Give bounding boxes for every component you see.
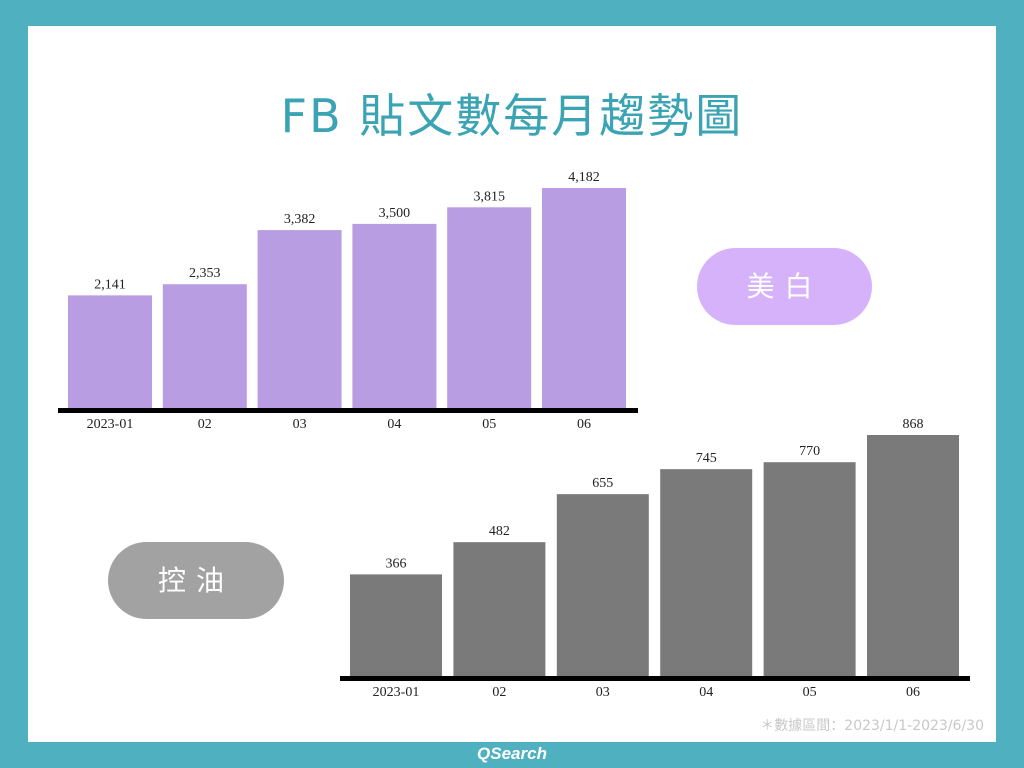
page-title: FB 貼文數每月趨勢圖 xyxy=(280,89,744,143)
bar xyxy=(350,574,442,676)
oil-control-badge: 控油 xyxy=(108,542,284,619)
x-tick-label: 03 xyxy=(293,417,307,432)
bar-value-label: 3,500 xyxy=(379,206,411,221)
bar xyxy=(162,284,247,408)
x-tick-label: 06 xyxy=(906,685,920,700)
bar-value-label: 3,382 xyxy=(284,212,316,227)
x-tick-label: 05 xyxy=(482,417,496,432)
x-tick-label: 02 xyxy=(198,417,212,432)
whitening-badge: 美白 xyxy=(697,248,872,325)
bar xyxy=(352,223,437,408)
bar-value-label: 3,815 xyxy=(473,189,505,204)
bar xyxy=(68,295,152,408)
bar xyxy=(447,207,532,408)
bar-value-label: 2,141 xyxy=(94,277,126,292)
bar xyxy=(660,469,753,676)
x-axis-line xyxy=(340,676,970,681)
bar xyxy=(453,542,546,676)
bar xyxy=(556,494,649,676)
bar-value-label: 868 xyxy=(903,417,924,432)
bar xyxy=(867,435,959,676)
bar-value-label: 770 xyxy=(799,444,820,459)
x-tick-label: 06 xyxy=(577,417,591,432)
whitening-chart: 2,141 2023-01 2,353 02 3,382 03 3,500 04 3,815 05… xyxy=(58,170,638,432)
brand-logo-text: QSearch xyxy=(477,744,547,763)
bar xyxy=(763,462,856,676)
bar-value-label: 366 xyxy=(386,556,407,571)
bar xyxy=(542,188,626,408)
bar-value-label: 2,353 xyxy=(189,266,221,281)
x-tick-label: 04 xyxy=(387,417,401,432)
bar xyxy=(257,230,342,408)
oil-control-chart: 366 2023-01 482 02 655 03 745 04 770 05 868 06 xyxy=(340,417,970,700)
x-tick-label: 05 xyxy=(803,685,817,700)
x-tick-label: 2023-01 xyxy=(373,685,420,700)
bar-value-label: 745 xyxy=(696,451,717,466)
bar-value-label: 655 xyxy=(592,476,613,491)
x-tick-label: 03 xyxy=(596,685,610,700)
x-tick-label: 02 xyxy=(492,685,506,700)
x-tick-label: 2023-01 xyxy=(87,417,134,432)
bar-value-label: 4,182 xyxy=(568,170,600,185)
x-axis-line xyxy=(58,408,638,413)
x-tick-label: 04 xyxy=(699,685,713,700)
bar-value-label: 482 xyxy=(489,524,510,539)
date-range-note: ＊數據區間：2023/1/1-2023/6/30 xyxy=(760,718,984,734)
